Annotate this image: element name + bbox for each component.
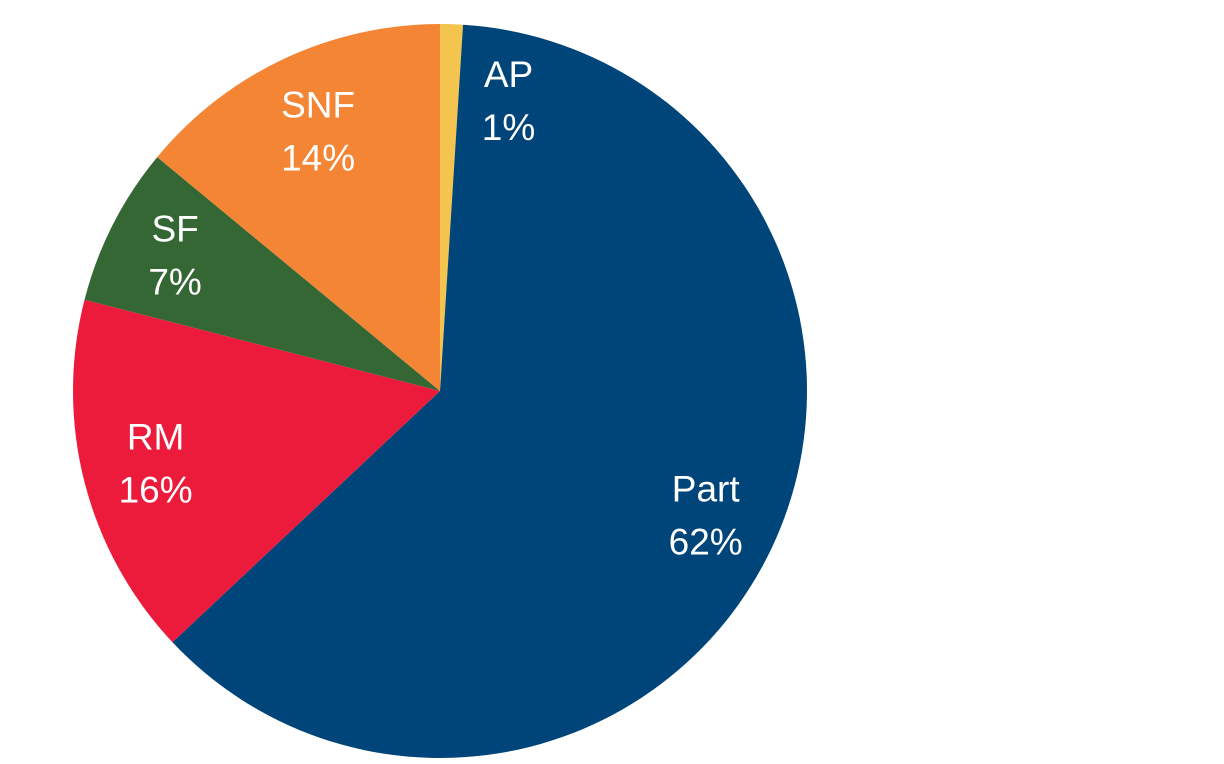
slice-label-part: Part	[672, 469, 741, 510]
pie-slice-snf	[157, 24, 440, 391]
pie-labels: AP 1% Part 62% RM 16% SF 7% SNF 14%	[119, 54, 743, 563]
slice-label-rm: RM	[127, 417, 185, 458]
slice-value-rm: 16%	[119, 470, 193, 511]
pie-slice-rm	[72, 299, 440, 643]
pie-slice-ap	[440, 23, 464, 391]
slice-label-snf: SNF	[281, 85, 355, 126]
pie-slice-part	[172, 24, 807, 758]
pie-slices	[72, 23, 807, 758]
slice-value-part: 62%	[669, 522, 743, 563]
slice-value-sf: 7%	[148, 262, 201, 303]
slice-label-ap: AP	[484, 54, 533, 95]
pie-slice-sf	[84, 157, 440, 391]
slice-value-ap: 1%	[482, 107, 535, 148]
slice-label-sf: SF	[151, 209, 198, 250]
slice-value-snf: 14%	[281, 138, 355, 179]
